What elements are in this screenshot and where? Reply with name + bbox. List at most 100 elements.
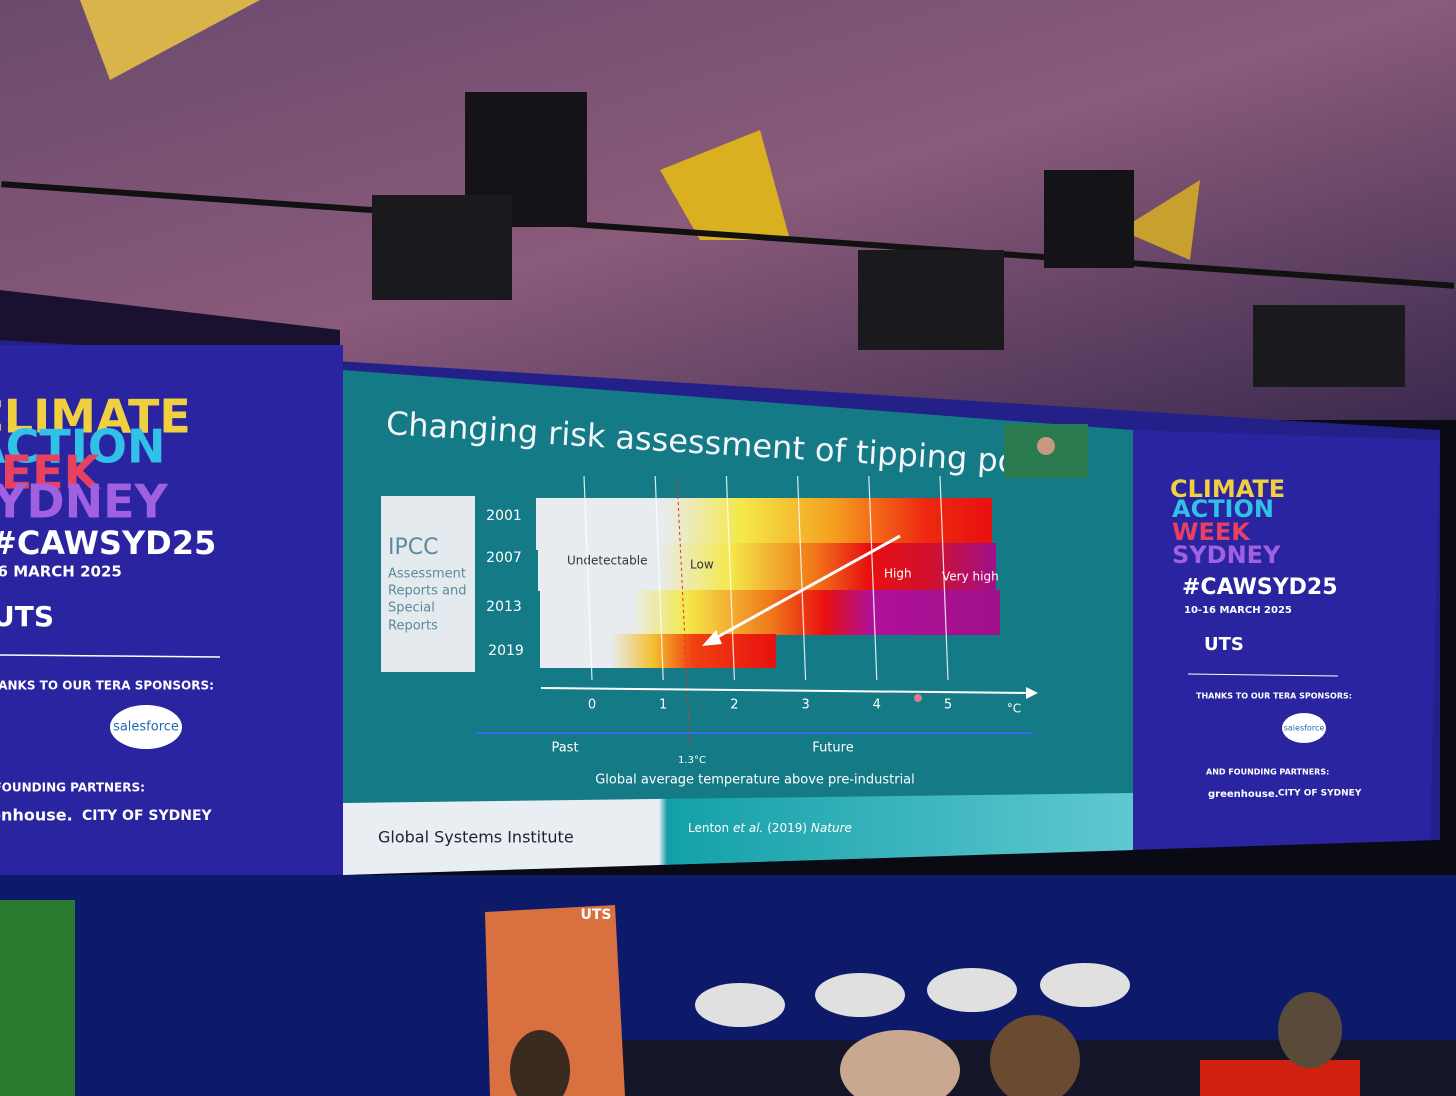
axis-arrow: [1026, 687, 1038, 699]
partner: greenhouse.: [1208, 789, 1278, 800]
chair: [815, 973, 905, 1017]
panel-bg: [0, 345, 343, 875]
event-word: WEEK: [1172, 518, 1251, 546]
grid: [583, 475, 949, 681]
speaker: [1044, 170, 1134, 268]
ceiling-panel: [1120, 180, 1200, 260]
partner: greenhouse.: [0, 806, 73, 825]
video-person: [1037, 437, 1055, 455]
citation-journal: Nature: [811, 821, 852, 835]
speaker: [372, 195, 512, 300]
tick-label: 2: [730, 698, 738, 713]
citation-authors: Lenton: [688, 821, 729, 835]
side-box-text: Special: [388, 601, 435, 616]
row-label: 2007: [486, 550, 522, 566]
tick-label: 0: [588, 698, 596, 713]
citation-year: (2019): [767, 821, 807, 835]
side-box-text: Reports and: [388, 584, 466, 599]
tick-labels: 0 1 2 3 4 5: [588, 698, 952, 713]
axis-unit: °C: [1007, 702, 1021, 716]
risk-label: Very high: [942, 570, 999, 584]
sponsor: salesforce: [113, 720, 179, 735]
slide: Changing risk assessment of tipping poin…: [343, 370, 1133, 875]
risk-label: Undetectable: [567, 554, 647, 568]
panel-bg: [1133, 430, 1440, 850]
podium-label: UTS: [580, 907, 611, 923]
tick-label: 4: [873, 698, 881, 713]
ember-bar: [538, 543, 996, 591]
partners-heading: AND FOUNDING PARTNERS:: [0, 781, 145, 795]
row-label: 2019: [488, 643, 524, 659]
event-word: ACTION: [1172, 495, 1274, 523]
partner: CITY OF SYDNEY: [82, 808, 213, 824]
chair: [927, 968, 1017, 1012]
axis-title: Global average temperature above pre-ind…: [595, 773, 915, 788]
audience: [1200, 1060, 1360, 1096]
chair: [695, 983, 785, 1027]
sponsor-logo: [110, 705, 182, 749]
side-box-text: Reports: [388, 619, 438, 634]
left-panel: CLIMATE ACTION WEEK SYDNEY #CAWSYD25 10-…: [0, 345, 343, 875]
audience: [510, 1030, 570, 1096]
chair: [1040, 963, 1130, 1007]
side-box-text: Assessment: [388, 567, 466, 582]
arrowhead: [702, 630, 722, 646]
tick-label: 3: [801, 698, 809, 713]
event-word: CLIMATE: [0, 390, 191, 444]
audience: [1278, 992, 1342, 1068]
sponsor: salesforce: [1284, 724, 1325, 733]
sponsor-logo: [1282, 713, 1326, 743]
event-word: CLIMATE: [1170, 475, 1285, 503]
future-label: Future: [812, 741, 853, 756]
host: UTS: [0, 600, 54, 633]
hashtag: #CAWSYD25: [1182, 575, 1338, 600]
dates: 10-16 MARCH 2025: [0, 563, 122, 581]
divider: [0, 654, 221, 658]
axis: [540, 687, 1031, 694]
risk-label: High: [884, 567, 912, 581]
sponsors-heading: THANKS TO OUR TERA SPONSORS:: [1196, 692, 1352, 701]
partner: CITY OF SYDNEY: [1278, 789, 1362, 799]
partners-heading: AND FOUNDING PARTNERS:: [1206, 768, 1329, 777]
risk-label: Low: [690, 558, 714, 572]
sponsors-heading: THANKS TO OUR TERA SPONSORS:: [0, 679, 214, 693]
citation: Lenton et al. (2019) Nature: [688, 821, 852, 835]
pointer-dot: [914, 694, 922, 702]
grid-line: [868, 475, 878, 681]
divider: [1187, 673, 1339, 677]
hashtag: #CAWSYD25: [0, 524, 216, 562]
grid-line: [654, 475, 664, 681]
ceiling-edge: [0, 290, 340, 345]
event-word: SYDNEY: [0, 475, 169, 529]
ceiling-panel: [80, 0, 260, 80]
ember-bar: [536, 498, 992, 550]
side-box: [381, 496, 475, 672]
citation-etal: et al.: [733, 821, 763, 835]
arrow: [711, 534, 901, 642]
slide-footer: [343, 793, 1133, 875]
event-word: WEEK: [0, 446, 102, 500]
speaker: [858, 250, 1004, 350]
tick-label: 1: [659, 698, 667, 713]
tick-label: 5: [944, 698, 952, 713]
grid-line: [725, 475, 735, 681]
ceiling-panel: [660, 130, 790, 240]
grid-line: [939, 475, 949, 681]
marker-label: 1.3°C: [678, 755, 706, 766]
past-label: Past: [551, 741, 578, 756]
speaker: [1253, 305, 1405, 387]
grid-line: [583, 475, 593, 681]
institute: Global Systems Institute: [378, 828, 574, 847]
row-label: 2013: [486, 599, 522, 615]
event-word: ACTION: [0, 420, 165, 474]
event-word: SYDNEY: [1172, 541, 1281, 569]
ember-bar: [540, 590, 1000, 635]
host: UTS: [1204, 634, 1244, 655]
dates: 10-16 MARCH 2025: [1184, 605, 1292, 616]
audience: [840, 1030, 960, 1096]
grid-line: [797, 475, 807, 681]
audience: [990, 1015, 1080, 1096]
row-label: 2001: [486, 508, 522, 524]
